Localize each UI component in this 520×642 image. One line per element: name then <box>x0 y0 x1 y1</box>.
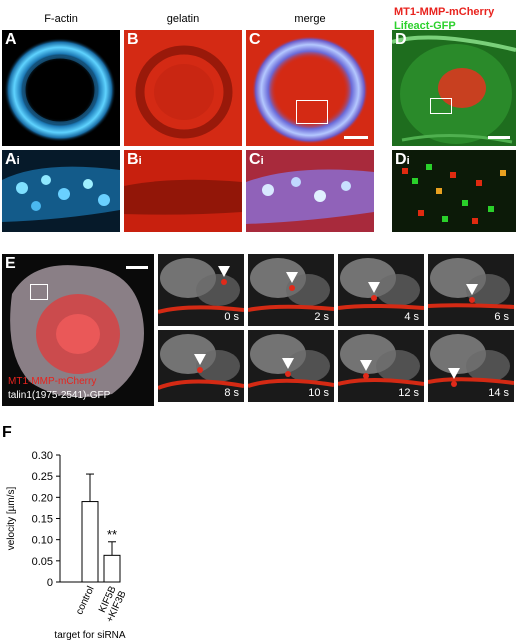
merge-zoom-image <box>246 169 374 224</box>
panel-ci-zoom: Ci <box>246 150 374 232</box>
timelapse-frame-image <box>158 258 244 314</box>
panel-label-e: E <box>5 255 16 272</box>
lifeact-zoom-image <box>402 164 506 224</box>
talin-cell-image <box>10 265 145 398</box>
header-gelatin: gelatin <box>166 13 200 25</box>
panel-label-di: Di <box>395 151 410 168</box>
timelapse-frame: 2 s <box>248 254 334 326</box>
panel-a-f-actin: A <box>2 30 120 146</box>
category-label: control <box>74 585 97 617</box>
panel-label-c: C <box>249 31 261 48</box>
panel-label-ci: Ci <box>249 151 264 168</box>
y-tick-label: 0.10 <box>32 535 53 547</box>
arrowhead-icon <box>194 354 206 365</box>
timelapse-time-label: 14 s <box>488 387 509 399</box>
lifeact-image <box>392 30 516 146</box>
scale-bar-d <box>488 136 510 139</box>
bar <box>103 554 121 583</box>
panel-label-a: A <box>5 31 17 48</box>
arrowhead-icon <box>368 282 380 293</box>
y-tick-label: 0.05 <box>32 556 53 568</box>
significance-marker: ** <box>107 527 117 542</box>
arrowhead-icon <box>466 284 478 295</box>
velocity-bar-chart: 0 0.05 0.10 0.15 0.20 0.25 0.30 velocity [µm/s]… <box>6 450 129 641</box>
panel-label-ai: Ai <box>5 151 20 168</box>
panel-d-merge: D <box>392 30 516 146</box>
timelapse-time-label: 4 s <box>404 311 419 323</box>
timelapse-frame: 4 s <box>338 254 424 326</box>
e-legend-mt1-mmp: MT1-MMP-mCherry <box>8 376 97 387</box>
timelapse-frame-image <box>338 258 424 310</box>
merge-image <box>252 36 368 144</box>
panel-e-cell: E MT1-MMP-mCherry talin1(1975-2541)-GFP <box>2 254 154 406</box>
arrowhead-icon <box>282 358 294 369</box>
timelapse-time-label: 2 s <box>314 311 329 323</box>
timelapse-frame: 8 s <box>158 330 244 402</box>
header-mt1-mmp-mcherry: MT1-MMP-mCherry <box>394 6 495 18</box>
gelatin-image <box>135 45 233 139</box>
panel-di-zoom: Di <box>392 150 516 232</box>
category-label: KIF5B+KIF3B <box>95 584 129 624</box>
timelapse-time-label: 8 s <box>224 387 239 399</box>
arrowhead-icon <box>286 272 298 283</box>
panel-label-b: B <box>127 31 139 48</box>
timelapse-frame: 10 s <box>248 330 334 402</box>
panel-label-d: D <box>395 31 407 48</box>
timelapse-time-label: 0 s <box>224 311 239 323</box>
f-actin-zoom-image <box>2 166 120 222</box>
arrowhead-icon <box>448 368 460 379</box>
timelapse-time-label: 12 s <box>398 387 419 399</box>
panel-b-gelatin: B <box>124 30 242 146</box>
panel-label-f: F <box>2 424 12 441</box>
y-tick-label: 0.20 <box>32 492 53 504</box>
y-tick-label: 0.30 <box>32 450 53 462</box>
scale-bar-c <box>344 136 368 139</box>
arrowhead-icon <box>218 266 230 277</box>
zoom-box-d <box>430 98 452 114</box>
y-tick-label: 0.25 <box>32 471 53 483</box>
x-axis-label: target for siRNA <box>54 630 125 641</box>
timelapse-frame: 6 s <box>428 254 514 326</box>
bar <box>81 501 99 583</box>
e-legend-talin: talin1(1975-2541)-GFP <box>8 390 111 401</box>
panel-c-merge: C <box>246 30 374 146</box>
gelatin-zoom-image <box>124 179 242 215</box>
header-merge: merge <box>294 13 326 25</box>
zoom-box-c <box>296 100 328 124</box>
header-f-actin: F-actin <box>44 13 78 25</box>
scale-bar-e <box>126 266 148 269</box>
timelapse-time-label: 6 s <box>494 311 509 323</box>
f-actin-ring-image <box>4 38 116 142</box>
timelapse-frame: 14 s <box>428 330 514 402</box>
panel-ai-zoom: Ai <box>2 150 120 232</box>
panel-label-bi: Bi <box>127 151 142 168</box>
y-tick-label: 0 <box>47 577 53 589</box>
timelapse-frame: 0 s <box>158 254 244 326</box>
panel-bi-zoom: Bi <box>124 150 242 232</box>
y-tick-label: 0.15 <box>32 514 53 526</box>
header-lifeact-gfp: Lifeact-GFP <box>394 20 456 32</box>
timelapse-frame: 12 s <box>338 330 424 402</box>
timelapse-frame-image <box>338 334 424 386</box>
arrowhead-icon <box>360 360 372 371</box>
zoom-box-e <box>30 284 48 300</box>
timelapse-time-label: 10 s <box>308 387 329 399</box>
y-axis-label: velocity [µm/s] <box>6 487 17 551</box>
timelapse-frame-image <box>428 334 514 387</box>
